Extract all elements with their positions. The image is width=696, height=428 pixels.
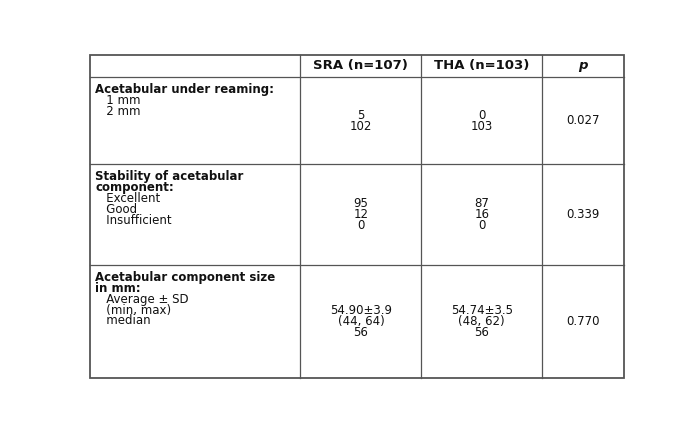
- Text: Acetabular component size: Acetabular component size: [95, 271, 276, 284]
- Text: THA (n=103): THA (n=103): [434, 59, 530, 72]
- Text: 0.027: 0.027: [567, 114, 600, 127]
- Text: 87: 87: [475, 197, 489, 210]
- Text: (44, 64): (44, 64): [338, 315, 384, 328]
- Text: 0: 0: [478, 219, 485, 232]
- Text: Acetabular under reaming:: Acetabular under reaming:: [95, 83, 274, 96]
- Text: 56: 56: [475, 326, 489, 339]
- Text: 56: 56: [354, 326, 368, 339]
- Text: 16: 16: [474, 208, 489, 221]
- Text: (min, max): (min, max): [95, 303, 171, 317]
- Text: 0.770: 0.770: [567, 315, 600, 328]
- Text: (48, 62): (48, 62): [459, 315, 505, 328]
- Text: Good: Good: [95, 203, 137, 216]
- Text: component:: component:: [95, 181, 174, 194]
- Text: Excellent: Excellent: [95, 192, 160, 205]
- Text: 54.74±3.5: 54.74±3.5: [451, 304, 513, 317]
- Text: in mm:: in mm:: [95, 282, 141, 295]
- Text: 5: 5: [357, 109, 365, 122]
- Text: median: median: [95, 315, 151, 327]
- Text: 0.339: 0.339: [567, 208, 600, 221]
- Text: Stability of acetabular: Stability of acetabular: [95, 170, 244, 183]
- Text: p: p: [578, 59, 587, 72]
- Text: 102: 102: [349, 120, 372, 133]
- Text: 0: 0: [357, 219, 365, 232]
- Text: 2 mm: 2 mm: [95, 105, 141, 118]
- Text: Insufficient: Insufficient: [95, 214, 172, 227]
- Text: 103: 103: [470, 120, 493, 133]
- Text: SRA (n=107): SRA (n=107): [313, 59, 409, 72]
- Text: 54.90±3.9: 54.90±3.9: [330, 304, 392, 317]
- Text: 95: 95: [354, 197, 368, 210]
- Text: Average ± SD: Average ± SD: [95, 293, 189, 306]
- Text: 12: 12: [354, 208, 368, 221]
- Text: 0: 0: [478, 109, 485, 122]
- Text: 1 mm: 1 mm: [95, 94, 141, 107]
